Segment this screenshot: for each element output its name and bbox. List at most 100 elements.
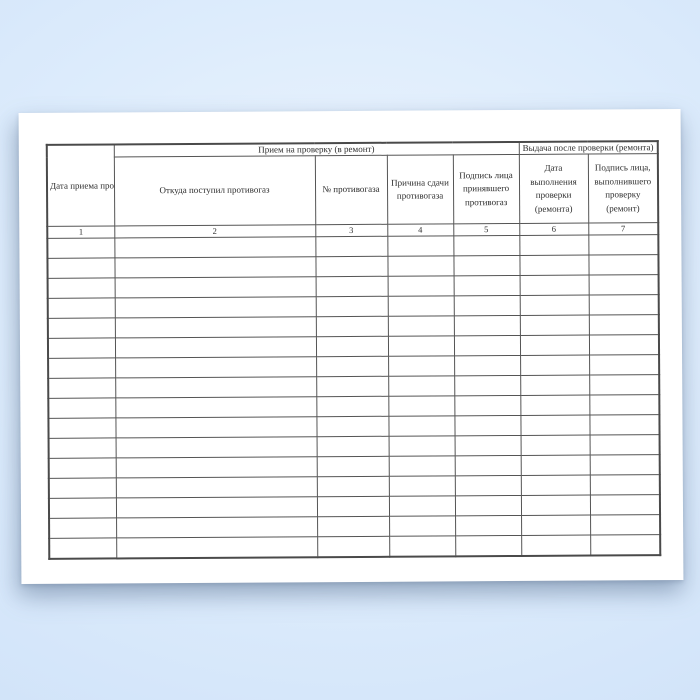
band-header-issue: Выдача после проверки (ремонта) — [518, 141, 658, 155]
table-cell — [520, 355, 590, 376]
table-cell — [454, 375, 521, 396]
column-number: 7 — [588, 222, 659, 236]
table-cell — [114, 336, 317, 358]
table-cell — [48, 417, 116, 439]
table-cell — [116, 516, 318, 538]
table-cell — [519, 295, 589, 316]
table-cell — [315, 336, 389, 357]
table-cell — [453, 315, 520, 336]
table-cell — [316, 396, 389, 417]
table-cell — [387, 335, 455, 357]
table-cell — [453, 235, 520, 256]
table-cell — [589, 494, 661, 516]
table-cell — [47, 297, 115, 319]
table-cell — [454, 415, 521, 436]
table-cell — [389, 535, 456, 557]
table-cell — [115, 456, 317, 478]
table-cell — [520, 455, 590, 476]
table-cell — [48, 437, 116, 459]
table-cell — [388, 475, 455, 497]
table-cell — [387, 275, 454, 297]
table-cell — [47, 337, 116, 359]
table-cell — [589, 434, 660, 456]
table-cell — [453, 255, 520, 276]
column-header-date-received: Дата приема противогаза — [46, 144, 115, 227]
table-cell — [454, 495, 522, 516]
table-cell — [116, 536, 318, 558]
table-cell — [47, 317, 115, 339]
table-cell — [47, 237, 115, 259]
table-cell — [453, 275, 520, 296]
table-cell — [315, 296, 388, 317]
table-cell — [114, 316, 316, 338]
table-cell — [316, 376, 389, 397]
table-cell — [519, 335, 590, 356]
table-cell — [388, 455, 455, 477]
table-cell — [519, 255, 589, 276]
table-cell — [315, 276, 388, 297]
table-cell — [317, 536, 390, 557]
table-cell — [316, 416, 389, 437]
table-cell — [454, 395, 521, 416]
table-cell — [316, 496, 390, 517]
table-cell — [520, 415, 590, 436]
table-body — [47, 234, 661, 559]
column-number: 5 — [453, 223, 520, 236]
table-cell — [317, 516, 390, 537]
table-cell — [48, 357, 116, 379]
table-cell — [588, 334, 660, 356]
table-cell — [316, 356, 389, 377]
table-cell — [114, 296, 316, 318]
table-cell — [588, 234, 659, 256]
table-cell — [316, 476, 389, 497]
column-header-mask-number: № противогаза — [314, 155, 388, 225]
table-cell — [588, 274, 659, 296]
table-cell — [49, 537, 117, 559]
table-cell — [520, 495, 591, 516]
table-cell — [47, 277, 115, 299]
table-cell — [47, 257, 115, 279]
table-cell — [589, 374, 660, 396]
table-cell — [114, 276, 316, 298]
table-cell — [520, 395, 590, 416]
table-cell — [454, 475, 521, 496]
paper-sheet: Дата приема противогаза Прием на проверк… — [18, 108, 684, 585]
table-cell — [589, 354, 660, 376]
column-header-check-date: Дата выполнения проверки (ремонта) — [518, 154, 589, 224]
table-cell — [115, 496, 318, 518]
table-cell — [388, 495, 456, 517]
table-cell — [115, 356, 317, 378]
table-cell — [520, 375, 590, 396]
table-cell — [48, 497, 117, 519]
table-cell — [588, 314, 659, 336]
table-cell — [454, 435, 521, 456]
column-number: 6 — [519, 223, 589, 236]
table-cell — [590, 514, 661, 536]
column-header-reason: Причина сдачи противогаза — [386, 154, 454, 225]
table-cell — [115, 416, 317, 438]
column-number: 3 — [315, 224, 388, 237]
table-cell — [453, 295, 520, 316]
table-cell — [387, 235, 454, 257]
column-number: 4 — [387, 223, 454, 237]
table-cell — [114, 236, 316, 258]
table-cell — [388, 355, 455, 377]
table-cell — [387, 295, 454, 317]
table-cell — [519, 235, 589, 256]
column-header-source: Откуда поступил противогаз — [113, 155, 316, 226]
table-cell — [389, 515, 456, 537]
table-cell — [387, 315, 454, 337]
table-cell — [521, 515, 591, 536]
table-cell — [589, 414, 660, 436]
table-header: Дата приема противогаза Прием на проверк… — [46, 141, 659, 239]
table-cell — [48, 477, 116, 499]
table-cell — [588, 254, 659, 276]
table-cell — [315, 316, 388, 337]
table-cell — [388, 395, 455, 417]
table-row — [49, 534, 661, 559]
table-cell — [388, 375, 455, 397]
table-cell — [48, 397, 116, 419]
table-cell — [519, 315, 589, 336]
column-title-row: Откуда поступил противогаз № противогаза… — [47, 153, 659, 227]
table-cell — [590, 534, 661, 556]
